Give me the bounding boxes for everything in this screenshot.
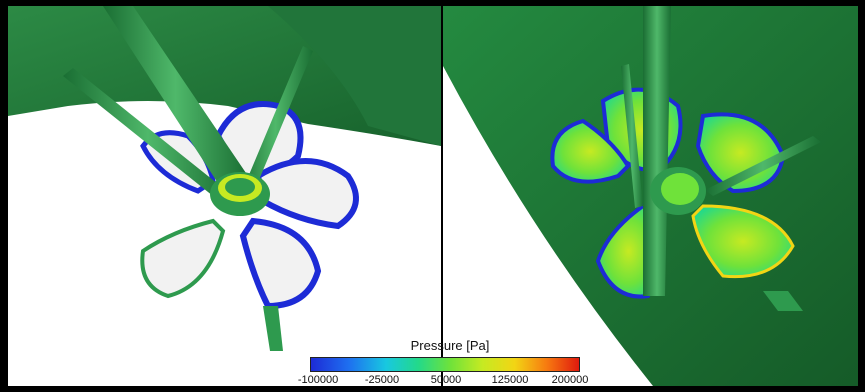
rudder-fin — [263, 306, 283, 351]
legend-title: Pressure [Pa] — [410, 338, 490, 353]
main-shaft — [643, 6, 671, 296]
background-wedge — [443, 66, 653, 386]
left-propeller-view — [8, 6, 441, 386]
hub-center — [225, 178, 255, 196]
legend-tick: -25000 — [364, 374, 400, 386]
hub-cap — [661, 173, 699, 205]
right-propeller-svg — [443, 6, 858, 386]
pressure-legend: Pressure [Pa] -100000 -25000 50000 12500… — [297, 338, 600, 392]
lower-fin — [763, 291, 803, 311]
blade-bottom-left — [140, 218, 226, 299]
strut-right — [238, 46, 313, 206]
blade-bottom-right — [691, 204, 795, 279]
blade-left — [550, 118, 631, 184]
main-shaft — [103, 6, 248, 191]
strut-left — [621, 64, 643, 208]
right-propeller-view — [443, 6, 858, 386]
legend-tick: 125000 — [491, 374, 529, 386]
blade-bottom-right — [239, 217, 322, 310]
legend-tick: -100000 — [297, 374, 339, 386]
blade-right — [254, 158, 359, 230]
blade-right — [695, 112, 786, 194]
left-propeller-svg — [8, 6, 441, 351]
legend-tick: 50000 — [430, 374, 462, 386]
hull-shadow — [268, 6, 441, 146]
strut-right — [705, 136, 821, 196]
legend-ticks: -100000 -25000 50000 125000 200000 — [297, 374, 600, 388]
strut-left — [63, 68, 233, 204]
legend-colorbar — [310, 357, 580, 372]
legend-tick: 200000 — [551, 374, 589, 386]
